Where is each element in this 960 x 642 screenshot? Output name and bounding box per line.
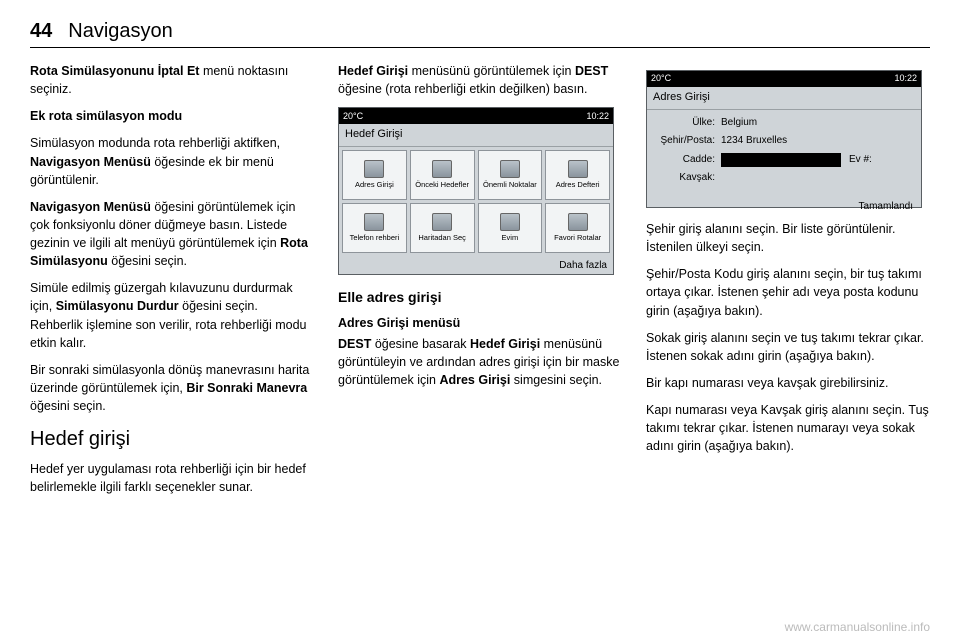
row-kavsak[interactable]: Kavşak: — [655, 171, 913, 186]
header-title: Navigasyon — [68, 20, 173, 43]
app-icon-poi[interactable]: Önemli Noktalar — [478, 150, 543, 200]
phone-icon — [364, 213, 384, 231]
c3-p4: Bir kapı numarası veya kavşak girebilirs… — [646, 374, 930, 392]
txt: Navigasyon Menüsü — [30, 200, 151, 214]
c2-h3: Elle adres girişi — [338, 287, 622, 307]
page: 44 Navigasyon Rota Simülasyonunu İptal E… — [0, 0, 960, 642]
txt: menüsünü görüntülemek için — [408, 64, 575, 78]
txt: Navigasyon Menüsü — [30, 155, 151, 169]
map-pick-icon — [432, 213, 452, 231]
page-number: 44 — [30, 20, 52, 43]
c3-p5: Kapı numarası veya Kavşak giriş alanını … — [646, 401, 930, 455]
txt: Hedef Girişi — [338, 64, 408, 78]
app-icon-evim[interactable]: Evim — [478, 203, 543, 253]
txt: Bir Sonraki Manevra — [186, 381, 307, 395]
icon-grid: Adres Girişi Önceki Hedefler Önemli Nokt… — [339, 147, 613, 256]
poi-icon — [500, 160, 520, 178]
c1-sub1: Ek rota simülasyon modu — [30, 107, 314, 125]
label: Kavşak: — [655, 171, 721, 186]
screen-title: Adres Girişi — [647, 87, 921, 110]
c3-p3: Sokak giriş alanını seçin ve tuş takımı … — [646, 329, 930, 365]
c2-p2: DEST öğesine basarak Hedef Girişi menüsü… — [338, 335, 622, 389]
screen-title: Hedef Girişi — [339, 124, 613, 147]
txt: öğesine (rota rehberliği etkin değilken)… — [338, 82, 587, 96]
txt: öğesini seçin. — [30, 399, 106, 413]
c1-p6: Hedef yer uygulaması rota rehberliği içi… — [30, 460, 314, 496]
status-temp: 20°C — [343, 110, 363, 123]
row-ulke[interactable]: Ülke: Belgium — [655, 116, 913, 131]
txt: öğesine basarak — [371, 337, 470, 351]
label: Haritadan Seç — [418, 233, 466, 244]
screenshot-adres-girisi: 20°C 10:22 Adres Girişi Ülke: Belgium Şe… — [646, 70, 922, 208]
app-icon-telefon[interactable]: Telefon rehberi — [342, 203, 407, 253]
done-link[interactable]: Tamamlandı — [647, 196, 921, 221]
app-icon-harita[interactable]: Haritadan Seç — [410, 203, 475, 253]
label: Şehir/Posta: — [655, 134, 721, 149]
app-icon-favori[interactable]: Favori Rotalar — [545, 203, 610, 253]
txt: öğesini seçin. — [108, 254, 187, 268]
label: Favori Rotalar — [554, 233, 601, 244]
c1-p3: Navigasyon Menüsü öğesini görüntülemek i… — [30, 198, 314, 271]
home-icon — [500, 213, 520, 231]
c3-p1: Şehir giriş alanını seçin. Bir liste gör… — [646, 220, 930, 256]
columns: Rota Simülasyonunu İptal Et menü noktası… — [30, 62, 930, 505]
txt: DEST — [575, 64, 608, 78]
watermark: www.carmanualsonline.info — [785, 620, 930, 634]
c3-p2: Şehir/Posta Kodu giriş alanını seçin, bi… — [646, 265, 930, 319]
value: 1234 Bruxelles — [721, 134, 913, 149]
column-1: Rota Simülasyonunu İptal Et menü noktası… — [30, 62, 314, 505]
txt: Hedef Girişi — [470, 337, 540, 351]
page-header: 44 Navigasyon — [30, 20, 930, 48]
statusbar: 20°C 10:22 — [647, 71, 921, 87]
status-time: 10:22 — [586, 110, 609, 123]
app-icon-adres-girisi[interactable]: Adres Girişi — [342, 150, 407, 200]
label: Önemli Noktalar — [483, 180, 537, 191]
txt: DEST — [338, 337, 371, 351]
label: Ülke: — [655, 116, 721, 131]
txt: Simülasyon modunda rota rehberliği aktif… — [30, 136, 280, 150]
history-icon — [432, 160, 452, 178]
label: Adres Defteri — [556, 180, 600, 191]
c1-p4: Simüle edilmiş güzergah kılavuzunu durdu… — [30, 279, 314, 352]
txt: Adres Girişi — [439, 373, 510, 387]
column-3: 20°C 10:22 Adres Girişi Ülke: Belgium Şe… — [646, 62, 930, 505]
txt: simgesini seçin. — [510, 373, 602, 387]
more-link[interactable]: Daha fazla — [339, 256, 613, 277]
label: Adres Girişi — [355, 180, 394, 191]
star-icon — [568, 213, 588, 231]
txt: Simülasyonu Durdur — [56, 299, 179, 313]
label: Telefon rehberi — [350, 233, 400, 244]
label-evno: Ev #: — [849, 153, 872, 168]
row-cadde[interactable]: Cadde: Ev #: — [655, 153, 913, 168]
c2-p1: Hedef Girişi menüsünü görüntülemek için … — [338, 62, 622, 98]
c1-p5: Bir sonraki simülasyonla dönüş manevrası… — [30, 361, 314, 415]
c2-sub2: Adres Girişi menüsü — [338, 314, 622, 332]
form-area: Ülke: Belgium Şehir/Posta: 1234 Bruxelle… — [647, 110, 921, 196]
label: Önceki Hedefler — [415, 180, 469, 191]
redacted-value — [721, 153, 841, 167]
app-icon-adres-defteri[interactable]: Adres Defteri — [545, 150, 610, 200]
c1-p2: Simülasyon modunda rota rehberliği aktif… — [30, 134, 314, 188]
label: Evim — [502, 233, 519, 244]
status-time: 10:22 — [894, 72, 917, 85]
row-sehir[interactable]: Şehir/Posta: 1234 Bruxelles — [655, 134, 913, 149]
screenshot-hedef-girisi: 20°C 10:22 Hedef Girişi Adres Girişi Önc… — [338, 107, 614, 275]
map-icon — [364, 160, 384, 178]
c1-h2: Hedef girişi — [30, 425, 314, 454]
label: Cadde: — [655, 153, 721, 168]
value: Belgium — [721, 116, 913, 131]
status-temp: 20°C — [651, 72, 671, 85]
txt: Rota Simülasyonunu İptal Et — [30, 64, 199, 78]
c1-p1: Rota Simülasyonunu İptal Et menü noktası… — [30, 62, 314, 98]
book-icon — [568, 160, 588, 178]
app-icon-onceki[interactable]: Önceki Hedefler — [410, 150, 475, 200]
column-2: Hedef Girişi menüsünü görüntülemek için … — [338, 62, 622, 505]
statusbar: 20°C 10:22 — [339, 108, 613, 124]
